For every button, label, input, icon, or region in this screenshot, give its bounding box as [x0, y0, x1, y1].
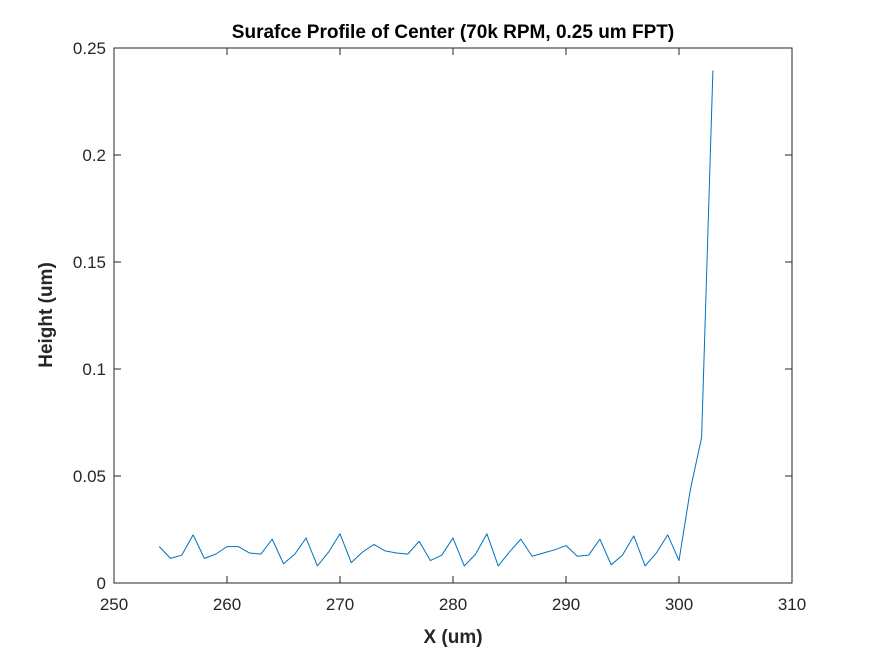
x-tick-label: 260 [213, 595, 241, 614]
x-tick-label: 250 [100, 595, 128, 614]
x-tick-label: 280 [439, 595, 467, 614]
series-line-1 [158, 70, 714, 567]
data-layer [158, 70, 714, 567]
ticks-layer: 250 260 270 280 290 300 310 0 0.05 0.1 0.15 0.2 0.25 [73, 39, 806, 614]
y-axis-label: Height (um) [36, 262, 57, 368]
x-axis-label: X (um) [423, 627, 482, 648]
y-tick-label: 0.05 [73, 467, 106, 486]
y-tick-label: 0.2 [82, 146, 106, 165]
x-tick-label: 310 [778, 595, 806, 614]
y-tick-label: 0.15 [73, 253, 106, 272]
x-tick-label: 270 [326, 595, 354, 614]
x-tick-label: 290 [552, 595, 580, 614]
y-tick-label: 0.25 [73, 39, 106, 58]
plot-area [114, 48, 792, 583]
chart-title: Surafce Profile of Center (70k RPM, 0.25… [232, 22, 674, 43]
y-tick-label: 0.1 [82, 360, 106, 379]
x-tick-label: 300 [665, 595, 693, 614]
y-tick-label: 0 [97, 574, 106, 593]
